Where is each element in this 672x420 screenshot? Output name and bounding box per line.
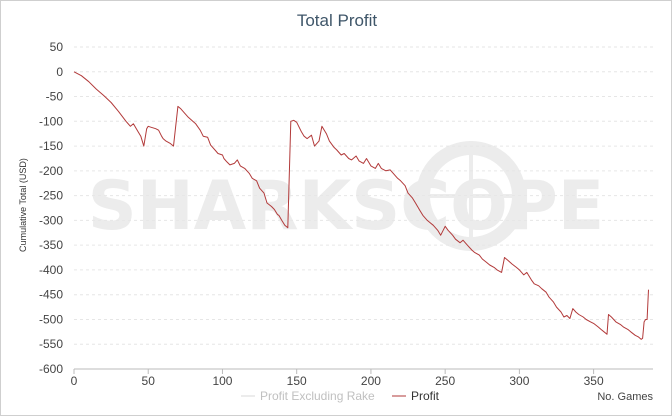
y-tick-label: 0 (56, 65, 63, 79)
legend: Profit Excluding Rake Profit (241, 389, 440, 403)
y-tick-label: -50 (46, 90, 64, 104)
y-tick-label: -250 (39, 189, 63, 203)
y-tick-label: 50 (50, 40, 64, 54)
x-tick-label: 250 (435, 374, 455, 388)
x-tick-label: 50 (142, 374, 156, 388)
x-tick-label: 200 (361, 374, 381, 388)
y-tick-label: -200 (39, 164, 63, 178)
legend-item-label[interactable]: Profit (411, 389, 440, 403)
y-axis-label: Cumulative Total (USD) (18, 158, 28, 252)
y-tick-label: -500 (39, 312, 63, 326)
y-tick-label: -600 (39, 362, 63, 376)
x-tick-label: 100 (212, 374, 232, 388)
y-tick-label: -150 (39, 139, 63, 153)
x-tick-label: 150 (287, 374, 307, 388)
x-tick-label: 0 (71, 374, 78, 388)
y-tick-label: -550 (39, 337, 63, 351)
y-tick-label: -400 (39, 263, 63, 277)
legend-item-label[interactable]: Profit Excluding Rake (260, 389, 375, 403)
y-tick-label: -350 (39, 238, 63, 252)
series-line-profit (73, 71, 649, 340)
y-tick-label: -450 (39, 288, 63, 302)
y-tick-label: -300 (39, 213, 63, 227)
y-tick-label: -100 (39, 114, 63, 128)
x-tick-label: 350 (584, 374, 604, 388)
x-axis-label: No. Games (597, 391, 653, 403)
x-tick-label: 300 (509, 374, 529, 388)
chart-title: Total Profit (297, 11, 378, 30)
sharkscope-watermark: SHARKSCOPE (88, 167, 605, 246)
